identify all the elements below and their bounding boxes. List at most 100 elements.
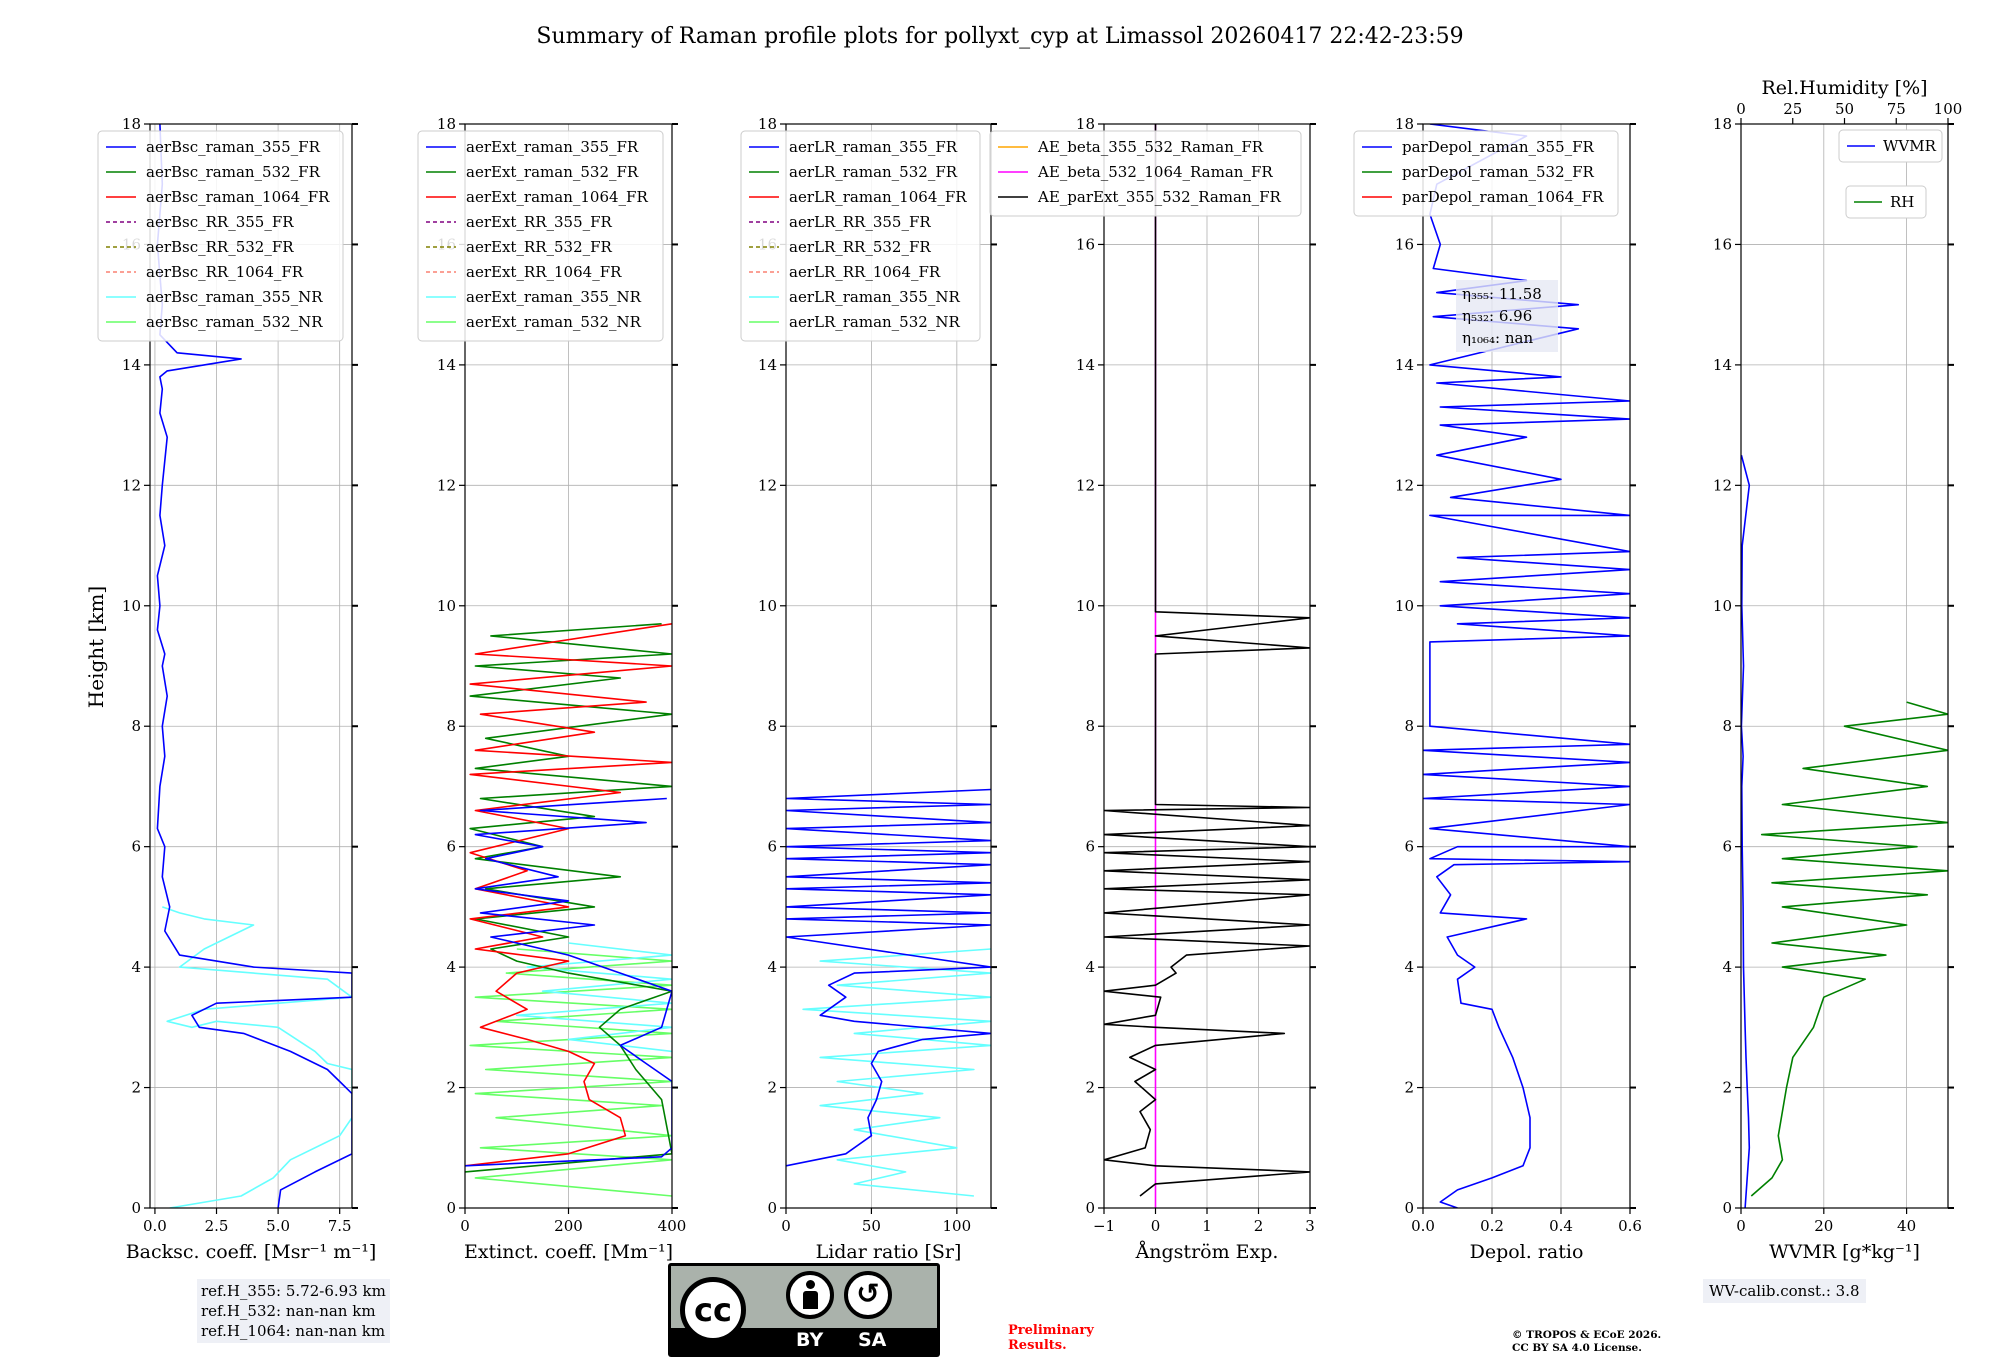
wv-calibration-box: WV-calib.const.: 3.8 bbox=[1703, 1279, 1866, 1303]
figure-title: Summary of Raman profile plots for polly… bbox=[536, 24, 1463, 49]
y-tick-label: 14 bbox=[1395, 356, 1414, 374]
legend-label: AE_beta_532_1064_Raman_FR bbox=[1037, 163, 1273, 181]
y-tick-label: 12 bbox=[437, 476, 456, 494]
y-tick-label: 14 bbox=[1076, 356, 1095, 374]
x-tick-label: 0.2 bbox=[1480, 1217, 1504, 1235]
eta-annotations: η₃₅₅: 11.58 η₅₃₂: 6.96 η₁₀₆₄: nan bbox=[1456, 280, 1558, 352]
y-tick-label: 18 bbox=[122, 115, 141, 133]
x-tick-label: 0 bbox=[1736, 1217, 1746, 1235]
legend-label: aerExt_RR_355_FR bbox=[466, 213, 613, 231]
y-tick-label: 12 bbox=[1076, 476, 1095, 494]
legend-label: parDepol_raman_1064_FR bbox=[1402, 188, 1604, 206]
x-axis-label-bsc: Backsc. coeff. [Msr⁻¹ m⁻¹] bbox=[126, 1241, 377, 1263]
legend-label: AE_parExt_355_532_Raman_FR bbox=[1037, 188, 1282, 206]
series-group-lr bbox=[786, 788, 991, 1197]
grid-wv bbox=[1740, 123, 1948, 1209]
legend-label: aerBsc_raman_355_FR bbox=[146, 138, 321, 156]
panel-dep: 0 2 4 6 8 10 12 14 16 18 0.0 0.2 0.4 0.6 Depol. ratio p… bbox=[1353, 115, 1642, 1263]
y-tick-label: 10 bbox=[758, 597, 777, 615]
attribution-person-icon bbox=[786, 1271, 834, 1319]
legend-label: aerLR_RR_1064_FR bbox=[789, 263, 941, 281]
panel-ext: 0246810121416180200400Extinct. coeff. [M… bbox=[417, 115, 686, 1263]
y-tick-label: 0 bbox=[446, 1199, 456, 1217]
y-tick-label: 18 bbox=[758, 115, 777, 133]
legend-bsc: aerBsc_raman_355_FR aerBsc_raman_532_FRae… bbox=[97, 130, 344, 342]
axes-frame-bsc bbox=[149, 123, 353, 1209]
eta-box bbox=[1456, 280, 1558, 352]
y-tick-label: 6 bbox=[767, 838, 777, 856]
legend-label: aerLR_RR_532_FR bbox=[789, 238, 931, 256]
legend-box bbox=[97, 130, 344, 342]
legend-lr: aerLR_raman_355_FR aerLR_raman_532_FR aerL… bbox=[740, 130, 981, 342]
copyright-line-1: © TROPOS & ECoE 2026. bbox=[1512, 1329, 1662, 1341]
share-alike-icon: ↺ bbox=[844, 1271, 892, 1319]
y-tick-label: 10 bbox=[1395, 597, 1414, 615]
top-x-tick-label: 100 bbox=[1934, 100, 1963, 118]
y-tick-label: 10 bbox=[1713, 597, 1732, 615]
legend-label: aerLR_raman_355_NR bbox=[789, 288, 960, 306]
legend-ext: aerExt_raman_355_FR aerExt_raman_532_FRae… bbox=[417, 130, 664, 342]
y-tick-label: 4 bbox=[446, 958, 456, 976]
y-tick-label: 12 bbox=[1395, 476, 1414, 494]
by-label: BY bbox=[796, 1329, 824, 1351]
y-tick-label: 14 bbox=[122, 356, 141, 374]
legend-label: aerLR_RR_355_FR bbox=[789, 213, 931, 231]
y-tick-label: 8 bbox=[131, 717, 141, 735]
x-axis-label-lr: Lidar ratio [Sr] bbox=[816, 1241, 962, 1263]
legend-label: parDepol_raman_532_FR bbox=[1402, 163, 1595, 181]
top-x-tick-label: 50 bbox=[1835, 100, 1854, 118]
legend-box bbox=[417, 130, 664, 342]
legend-label: aerBsc_RR_532_FR bbox=[146, 238, 294, 256]
y-tick-label: 2 bbox=[1404, 1079, 1414, 1097]
series-aerExt_raman_355_FR bbox=[465, 797, 672, 1167]
preliminary-note: Preliminary Results. bbox=[1008, 1323, 1094, 1353]
eta-annotation: η₃₅₅: 11.58 bbox=[1462, 285, 1542, 303]
y-tick-label: 18 bbox=[1076, 115, 1095, 133]
series-AE_parExt_355_532_Raman_FR bbox=[1104, 124, 1310, 1197]
y-tick-label: 0 bbox=[1404, 1199, 1414, 1217]
y-tick-label: 6 bbox=[1722, 838, 1732, 856]
ref-height-1064: ref.H_1064: nan-nan km bbox=[201, 1322, 386, 1340]
y-tick-label: 8 bbox=[1404, 717, 1414, 735]
y-tick-label: 6 bbox=[446, 838, 456, 856]
x-tick-label: 0.4 bbox=[1549, 1217, 1573, 1235]
legend-label: RH bbox=[1890, 193, 1914, 211]
series-group-wv bbox=[1741, 454, 1948, 1208]
y-tick-label: 0 bbox=[1085, 1199, 1095, 1217]
axes-frame-wv bbox=[1740, 123, 1949, 1209]
x-tick-label: 0 bbox=[460, 1217, 470, 1235]
x-tick-label: 5.0 bbox=[266, 1217, 290, 1235]
y-tick-label: 4 bbox=[1085, 958, 1095, 976]
x-tick-label: −1 bbox=[1093, 1217, 1115, 1235]
y-tick-label: 8 bbox=[767, 717, 777, 735]
legend-box bbox=[740, 130, 981, 342]
x-tick-label: 50 bbox=[862, 1217, 881, 1235]
ref-height-355: ref.H_355: 5.72-6.93 km bbox=[201, 1282, 386, 1300]
y-tick-label: 10 bbox=[122, 597, 141, 615]
x-tick-label: 0 bbox=[1151, 1217, 1161, 1235]
preliminary-line-2: Results. bbox=[1008, 1338, 1067, 1353]
x-tick-label: 0 bbox=[781, 1217, 791, 1235]
series-group-ae bbox=[1104, 124, 1310, 1208]
y-tick-label: 4 bbox=[767, 958, 777, 976]
series-group-dep bbox=[1423, 124, 1630, 1208]
legend-label: aerExt_RR_1064_FR bbox=[466, 263, 622, 281]
eta-annotation: η₅₃₂: 6.96 bbox=[1462, 307, 1532, 325]
legend-label: aerBsc_raman_1064_FR bbox=[146, 188, 330, 206]
legend-label: aerLR_raman_355_FR bbox=[789, 138, 958, 156]
series-aerExt_raman_1064_FR bbox=[465, 623, 672, 1167]
y-tick-label: 10 bbox=[437, 597, 456, 615]
y-tick-label: 18 bbox=[1395, 115, 1414, 133]
legend-label: aerExt_RR_532_FR bbox=[466, 238, 613, 256]
y-tick-label: 0 bbox=[767, 1199, 777, 1217]
y-tick-label: 4 bbox=[1404, 958, 1414, 976]
legend-label: aerLR_raman_532_NR bbox=[789, 313, 960, 331]
legend-label: aerExt_raman_532_FR bbox=[466, 163, 639, 181]
y-tick-label: 8 bbox=[1085, 717, 1095, 735]
copyright-line-2: CC BY SA 4.0 License. bbox=[1512, 1342, 1642, 1354]
top-x-tick-label: 0 bbox=[1736, 100, 1746, 118]
y-tick-label: 14 bbox=[1713, 356, 1732, 374]
series-WVMR bbox=[1741, 454, 1751, 1208]
